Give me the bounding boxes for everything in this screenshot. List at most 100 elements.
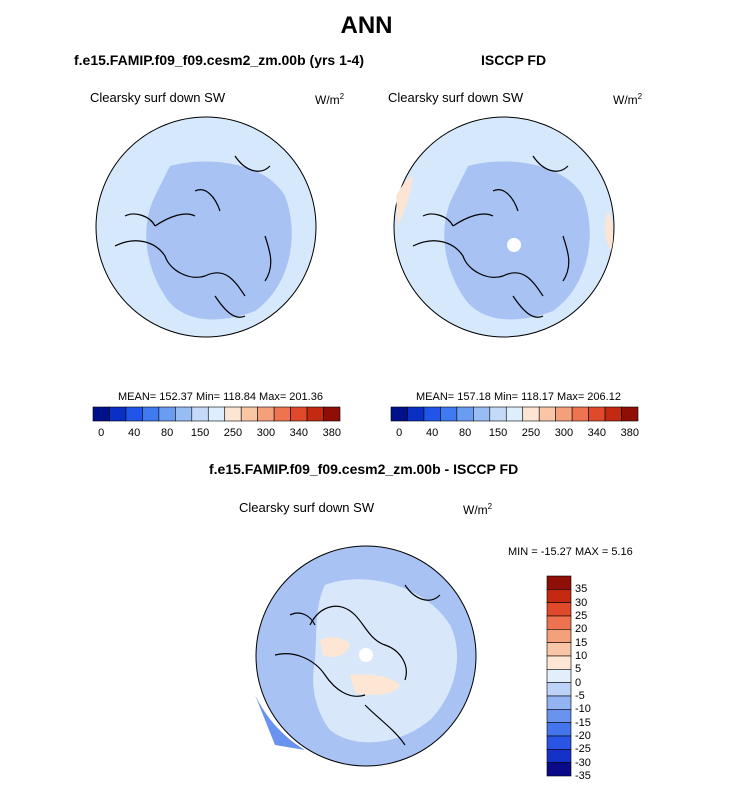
colorbar-swatch	[125, 406, 143, 422]
colorbar-swatch	[175, 406, 193, 422]
colorbar-tick-label: -20	[575, 730, 591, 742]
colorbar-swatch	[505, 406, 524, 422]
colorbar-tick-label: 0	[98, 427, 105, 439]
colorbar-tick-label: 80	[458, 427, 472, 439]
colorbar-swatch	[588, 406, 606, 422]
colorbar-swatch	[546, 602, 572, 617]
colorbar-tick-label: 0	[396, 427, 403, 439]
map-diff-warm-patch	[320, 637, 400, 695]
colorbar-swatch	[257, 406, 275, 422]
colorbar-swatch	[546, 629, 572, 643]
colorbar-tick-label: 35	[575, 583, 588, 596]
colorbar-tick-label: 15	[575, 636, 588, 649]
colorbar-obs	[390, 406, 639, 422]
colorbar-tick-label: 5	[575, 663, 582, 676]
colorbar-tick-label: 25	[575, 610, 588, 622]
colorbar-swatch	[158, 406, 176, 422]
colorbar-swatch	[224, 406, 242, 422]
colorbar-swatch	[546, 669, 572, 683]
colorbar-tick-label: -25	[575, 743, 591, 756]
colorbar-swatch	[489, 406, 507, 422]
colorbar-swatch	[546, 735, 572, 750]
colorbar-swatch	[109, 406, 127, 422]
panel-diff-title: f.e15.FAMIP.f09_f09.cesm2_zm.00b - ISCCP…	[209, 461, 519, 477]
colorbar-swatch	[571, 406, 589, 422]
panel-model-stats: MEAN= 152.37 Min= 118.84 Max= 201.36	[118, 391, 323, 403]
panel-obs-variable: Clearsky surf down SW	[388, 90, 524, 105]
colorbar-swatch	[240, 406, 258, 422]
map-pole-hole-obs	[507, 238, 521, 252]
colorbar-model	[92, 406, 341, 422]
colorbar-tick-label: 40	[426, 427, 439, 439]
panel-diff-units: W/m2	[463, 502, 493, 517]
colorbar-tick-label: 40	[128, 427, 141, 439]
map-coastline-diff	[274, 584, 441, 746]
panel-obs-units: W/m2	[613, 92, 643, 107]
colorbar-swatch	[142, 406, 160, 422]
colorbar-tick-label: 30	[575, 596, 588, 609]
colorbar-tick-label: 340	[289, 427, 308, 439]
colorbar-swatch	[306, 406, 324, 422]
colorbar-swatch	[273, 406, 291, 422]
map-warm-patch-obs-right	[605, 211, 614, 251]
colorbar-swatch	[538, 406, 556, 422]
colorbar-swatch	[92, 406, 110, 422]
colorbar-swatch	[546, 722, 572, 737]
map-coastline-obs	[412, 155, 570, 318]
colorbar-tick-label: 20	[575, 623, 588, 636]
colorbar-swatch	[407, 406, 425, 422]
colorbar-swatch	[522, 406, 540, 422]
colorbar-tick-label: -10	[575, 703, 591, 716]
polar-map-obs	[393, 116, 615, 338]
colorbar-swatch	[423, 406, 441, 422]
colorbar-tick-label: 150	[488, 427, 508, 439]
colorbar-swatch	[546, 709, 572, 723]
colorbar-tick-label: 380	[322, 427, 341, 439]
polar-map-diff	[255, 545, 477, 767]
colorbar-swatch	[546, 642, 572, 657]
map-coastline-model	[114, 155, 272, 318]
map-warm-patch-obs-left	[396, 176, 413, 226]
colorbar-swatch	[546, 589, 572, 603]
colorbar-tick-label: 380	[620, 427, 639, 439]
colorbar-swatch	[555, 406, 573, 422]
colorbar-swatch	[546, 762, 572, 777]
colorbar-diff-ticks: 35 30 25 20 15 10 5 0 -5 -10 -15 -20 -25 -30 -35	[575, 576, 611, 782]
colorbar-tick-label: 80	[160, 427, 174, 439]
map-inner-region-model	[146, 161, 292, 320]
colorbar-swatch	[290, 406, 308, 422]
panel-diff-variable: Clearsky surf down SW	[239, 500, 375, 515]
colorbar-swatch	[546, 695, 572, 710]
colorbar-model-ticks: 0 40 80 150 250 300 340 380	[93, 427, 341, 441]
colorbar-swatch	[390, 406, 408, 422]
colorbar-tick-label: 340	[587, 427, 606, 439]
colorbar-swatch	[546, 615, 572, 630]
map-pole-hole-diff	[359, 648, 373, 662]
map-diff-light-region	[313, 579, 458, 743]
colorbar-tick-label: -30	[575, 756, 591, 769]
colorbar-tick-label: 300	[256, 427, 276, 439]
panel-obs-stats: MEAN= 157.18 Min= 118.17 Max= 206.12	[416, 391, 621, 403]
colorbar-swatch	[604, 406, 622, 422]
colorbar-swatch	[440, 406, 458, 422]
colorbar-obs-ticks: 0 40 80 150 250 300 340 380	[391, 427, 639, 441]
colorbar-swatch	[546, 655, 572, 670]
polar-map-model	[95, 116, 317, 338]
colorbar-swatch	[621, 406, 639, 422]
colorbar-tick-label: -5	[575, 690, 585, 702]
panel-obs-title: ISCCP FD	[481, 52, 547, 68]
colorbar-swatch	[546, 749, 572, 763]
map-diff-cold-edge	[255, 695, 305, 750]
panel-model-units: W/m2	[315, 92, 345, 107]
colorbar-swatch	[456, 406, 474, 422]
colorbar-tick-label: 250	[521, 427, 541, 439]
colorbar-swatch	[191, 406, 209, 422]
colorbar-tick-label: 10	[575, 650, 588, 662]
colorbar-swatch	[473, 406, 491, 422]
colorbar-swatch	[546, 575, 572, 590]
panel-model-title: f.e15.FAMIP.f09_f09.cesm2_zm.00b (yrs 1-…	[74, 52, 365, 68]
colorbar-swatch	[323, 406, 341, 422]
colorbar-swatch	[207, 406, 226, 422]
colorbar-tick-label: -35	[575, 770, 591, 782]
colorbar-tick-label: 150	[190, 427, 210, 439]
